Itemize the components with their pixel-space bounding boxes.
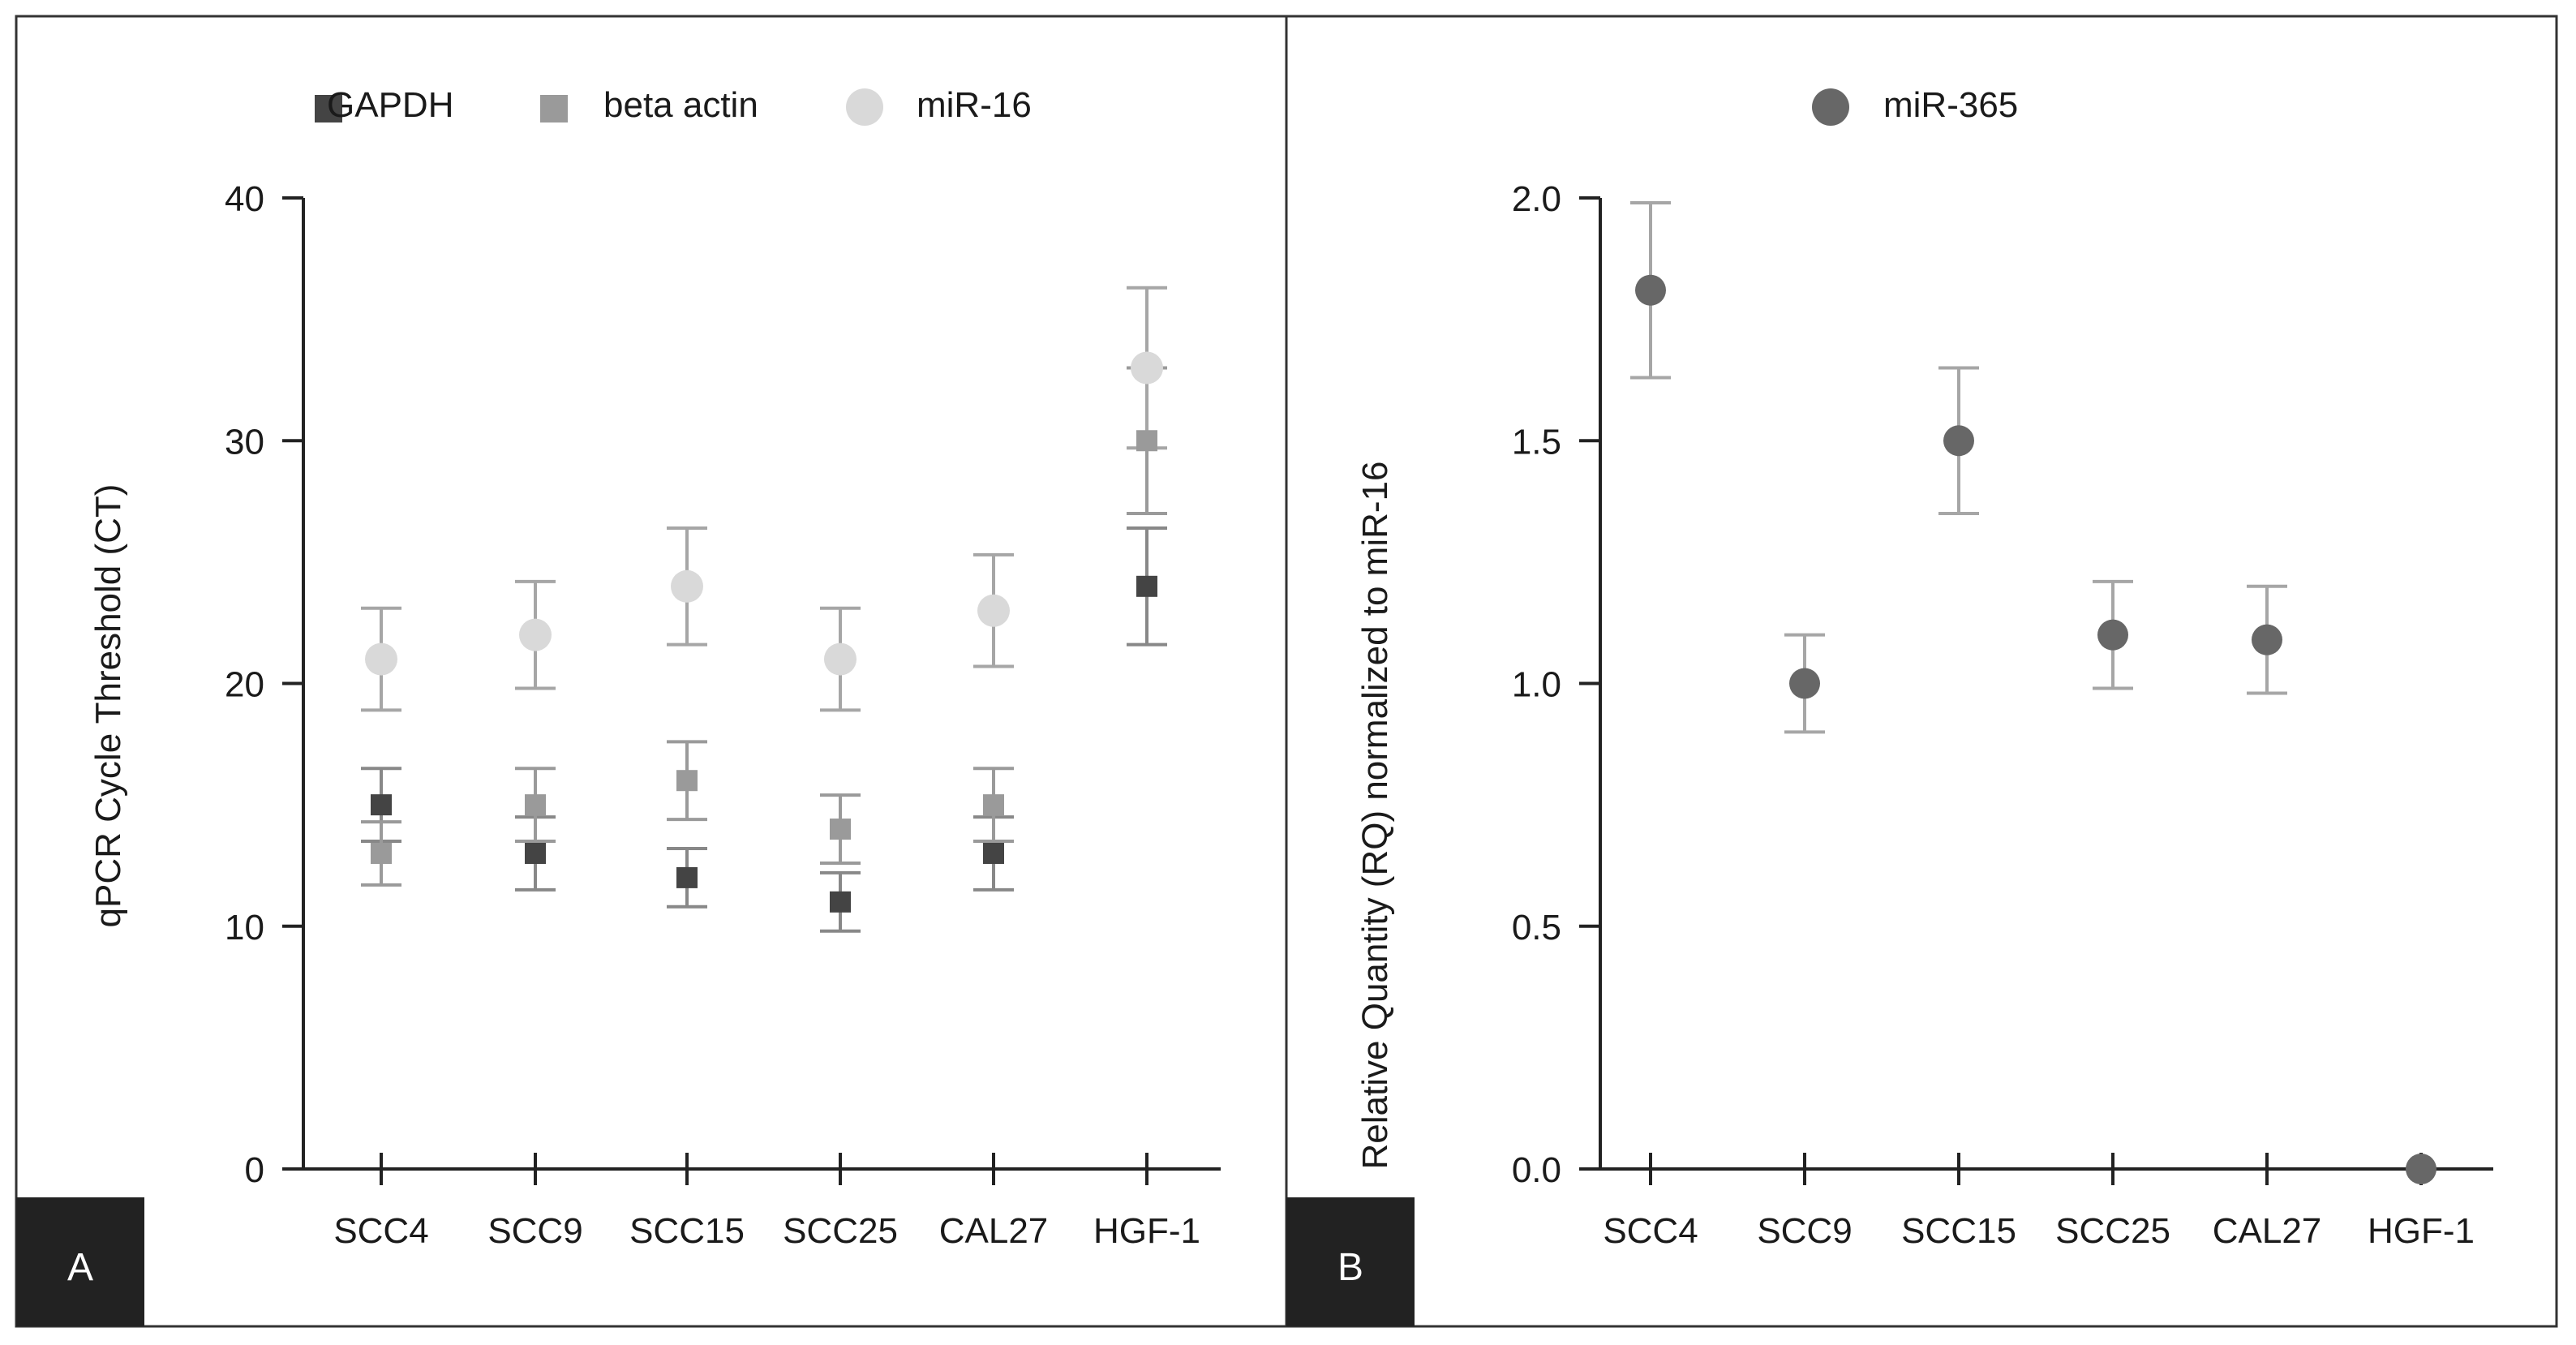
- panel-b-marks: [1630, 200, 2436, 1184]
- panel-a-point-beta-actin-scc9: [525, 794, 546, 816]
- panel-b-point-mir-365-cal27: [2252, 624, 2282, 655]
- panel-a-point-gapdh-scc15: [676, 866, 698, 888]
- panel-a-y-tick-label: 20: [225, 665, 264, 705]
- panel-b-legend-marker-mir-365: [1812, 88, 1849, 126]
- panel-a-legend-label-mir-16: miR-16: [917, 85, 1032, 125]
- panel-a-point-gapdh-hgf-1: [1136, 575, 1157, 597]
- panel-a-x-tick-label-cal27: CAL27: [939, 1211, 1049, 1251]
- panel-a-point-mir-16-scc15: [671, 569, 703, 603]
- panel-b-x-tick-label-scc4: SCC4: [1603, 1211, 1698, 1251]
- panel-a-legend-label-gapdh: GAPDH: [327, 85, 453, 125]
- panel-b-point-mir-365-hgf-1: [2406, 1154, 2436, 1184]
- panel-b-x-tick-label-hgf-1: HGF-1: [2368, 1211, 2475, 1251]
- panel-b-label-box: [1286, 1197, 1415, 1326]
- panel-b-legend: miR-365: [1812, 85, 2018, 126]
- panel-b-point-mir-365-scc25: [2097, 619, 2128, 651]
- panel-a-legend-marker-mir-16: [846, 88, 883, 126]
- panel-a-label-box: [16, 1197, 144, 1326]
- panel-b-x-tick-label-scc9: SCC9: [1757, 1211, 1852, 1251]
- panel-b-y-tick-label: 0.5: [1512, 908, 1561, 948]
- panel-a-y-tick-label: 40: [225, 179, 264, 219]
- panel-a-x-tick-label-scc9: SCC9: [487, 1211, 582, 1251]
- panel-a-axes: 0 10 20 30 40 SCC4 SCC9 SCC15 SCC25 CAL27 HGF-1: [225, 179, 1221, 1251]
- panel-a-point-mir-16-hgf-1: [1131, 351, 1163, 385]
- panel-b-point-mir-365-scc4: [1635, 274, 1666, 306]
- panel-a-y-tick-label: 0: [245, 1150, 264, 1190]
- panel-a-point-mir-16-scc4: [365, 642, 397, 676]
- panel-b-axes: 0.0 0.5 1.0 1.5 2.0 SCC4 SCC9 SCC15 SCC25 CAL27 HG…: [1512, 179, 2493, 1251]
- panel-a-point-beta-actin-cal27: [983, 794, 1004, 816]
- panel-a-point-gapdh-cal27: [983, 842, 1004, 864]
- panel-b-ylabel: Relative Quantity (RQ) normalized to miR…: [1355, 462, 1395, 1170]
- panel-a-point-mir-16-cal27: [977, 594, 1010, 627]
- panel-a-point-mir-16-scc9: [519, 618, 552, 651]
- panel-a-x-tick-label-hgf-1: HGF-1: [1093, 1211, 1200, 1251]
- panel-a-legend-marker-beta-actin: [540, 95, 568, 122]
- panel-a-y-tick-label: 30: [225, 422, 264, 462]
- panel-a-point-gapdh-scc4: [371, 794, 392, 816]
- panel-a-legend-marker-gapdh: [315, 95, 342, 122]
- panel-a-x-tick-label-scc25: SCC25: [783, 1211, 898, 1251]
- panel-a-legend: GAPDH beta actin miR-16: [315, 85, 1032, 126]
- panel-a-y-tick-label: 10: [225, 908, 264, 948]
- panel-a-point-beta-actin-scc4: [371, 842, 392, 864]
- panel-b-frame: [1285, 15, 2558, 1328]
- panel-b-y-tick-label: 2.0: [1512, 179, 1561, 219]
- panel-a-point-mir-16-scc25: [824, 642, 857, 676]
- panel-b-point-mir-365-scc9: [1789, 668, 1820, 699]
- panel-b-x-tick-label-scc25: SCC25: [2055, 1211, 2170, 1251]
- panel-a-x-tick-label-scc15: SCC15: [629, 1211, 745, 1251]
- panel-a-point-beta-actin-hgf-1: [1136, 430, 1157, 452]
- panel-b-y-tick-label: 1.0: [1512, 665, 1561, 705]
- panel-a-frame: [15, 15, 1288, 1328]
- panel-a-point-beta-actin-scc15: [676, 770, 698, 792]
- panel-a-ylabel: qPCR Cycle Threshold (CT): [88, 484, 128, 928]
- panel-a-point-gapdh-scc25: [830, 891, 851, 913]
- panel-b-label: B: [1337, 1246, 1363, 1289]
- panel-b-x-tick-label-scc15: SCC15: [1901, 1211, 2016, 1251]
- panel-b-y-tick-label: 1.5: [1512, 422, 1561, 462]
- panel-b-point-mir-365-scc15: [1943, 425, 1974, 457]
- panel-a: GAPDH beta actin miR-16 0 10 20 30 40 SCC4 SCC9 S…: [16, 85, 1221, 1326]
- panel-b-legend-label-mir-365: miR-365: [1883, 85, 2018, 125]
- panel-a-x-tick-label-scc4: SCC4: [333, 1211, 428, 1251]
- panel-a-point-beta-actin-scc25: [830, 819, 851, 840]
- panel-b-x-tick-label-cal27: CAL27: [2213, 1211, 2322, 1251]
- panel-a-legend-label-beta-actin: beta actin: [603, 85, 758, 125]
- panel-b: miR-365 0.0 0.5 1.0 1.5 2.0 SCC4 SCC9 SCC15 SCC2…: [1286, 85, 2493, 1326]
- panel-b-y-tick-label: 0.0: [1512, 1150, 1561, 1190]
- panel-a-point-gapdh-scc9: [525, 842, 546, 864]
- panel-a-marks: [361, 286, 1167, 933]
- panel-a-label: A: [67, 1246, 93, 1289]
